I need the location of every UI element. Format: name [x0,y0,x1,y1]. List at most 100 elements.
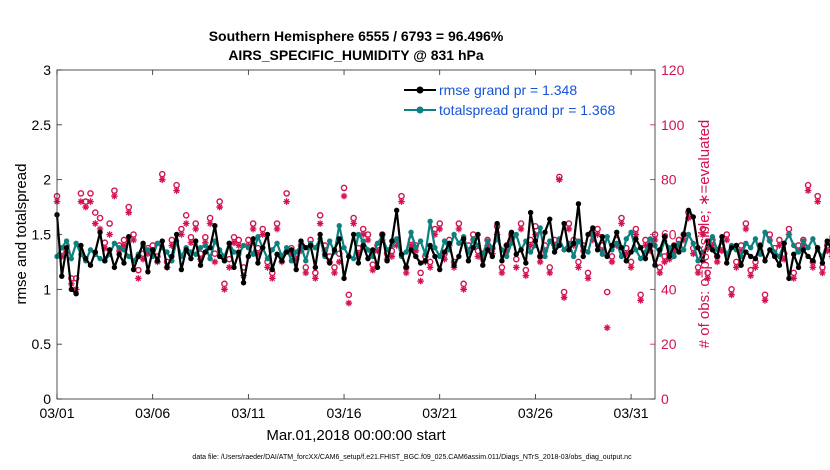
obs-evaluated-point [221,286,228,293]
rmse-point [384,258,390,264]
rmse-point [135,253,142,260]
obs-evaluated-point [388,253,396,260]
y-right-tick-label: 20 [661,336,677,352]
obs-evaluated-point [642,242,649,249]
obs-evaluated-point [178,231,185,238]
totalspread-point [786,231,792,238]
rmse-point [767,247,773,253]
obs-evaluated-point [158,176,166,183]
obs-evaluated-point [225,264,233,271]
obs-evaluated-point [656,269,664,277]
obs-evaluated-point [646,247,654,255]
obs-evaluated-point [302,269,310,277]
obs-evaluated-point [355,250,362,257]
rmse-point [480,262,486,268]
totalspread-point [231,249,237,255]
rmse-point [173,231,180,238]
rmse-point [575,201,582,207]
obs-evaluated-point [426,264,434,271]
obs-evaluated-point [608,258,616,266]
obs-evaluated-point [823,247,830,255]
y-left-tick-label: 1.5 [32,227,52,243]
rmse-point [489,253,496,260]
obs-evaluated-point [594,231,601,238]
obs-evaluated-point [364,236,372,244]
obs-evaluated-point [106,231,113,238]
rmse-point [393,207,400,214]
obs-evaluated-point [460,286,467,293]
series-rmse [54,201,830,297]
rmse-point [570,240,577,246]
y-left-tick-label: 3 [43,62,51,78]
rmse-point [704,238,711,244]
obs-possible-point [345,291,353,299]
rmse-point [159,238,165,244]
totalspread-point [513,231,519,238]
obs-evaluated-point [316,220,324,227]
totalspread-point [456,240,462,246]
obs-evaluated-point [536,258,544,266]
rmse-point [307,242,314,249]
rmse-point [738,262,744,268]
obs-evaluated-point [139,255,147,263]
totalspread-point [350,255,357,262]
obs-evaluated-point [733,264,740,271]
rmse-point [743,249,749,255]
obs-evaluated-point [211,258,219,266]
rmse-point [484,247,491,253]
rmse-point [460,236,467,242]
rmse-point [719,233,725,240]
obs-evaluated-point [742,225,750,233]
x-tick-label: 03/11 [231,405,265,421]
rmse-point [527,209,534,216]
rmse-point [279,258,285,264]
totalspread-point [599,251,606,257]
obs-evaluated-point [637,297,644,304]
rmse-point [149,247,156,253]
obs-evaluated-point [723,236,731,244]
rmse-point [374,264,381,271]
totalspread-point [671,253,677,260]
rmse-point [456,253,462,260]
obs-evaluated-point [603,324,611,332]
obs-evaluated-point [589,236,597,244]
totalspread-point [570,253,577,260]
obs-evaluated-point [283,198,290,205]
rmse-point [685,207,692,214]
obs-evaluated-point [618,220,625,227]
y-axis-left-label: rmse and totalspread [13,164,30,305]
legend: rmse grand pr = 1.348 totalspread grand … [402,77,648,121]
totalspread-point [164,249,170,255]
totalspread-point [484,238,491,244]
rmse-point [116,251,122,257]
obs-evaluated-point [96,225,104,233]
rmse-point [427,242,433,249]
obs-evaluated-point [431,231,439,238]
rmse-point [805,253,811,260]
rmse-point [360,242,366,249]
y-left-tick-label: 2 [43,172,51,188]
obs-evaluated-point [402,269,410,277]
obs-evaluated-point [187,239,195,247]
totalspread-point [527,249,534,255]
totalspread-point [408,229,414,236]
x-tick-label: 03/06 [135,405,170,421]
rmse-point [59,273,65,279]
totalspread-point [145,247,151,253]
rmse-point [68,286,75,293]
rmse-point [695,244,701,251]
rmse-point [111,264,118,271]
totalspread-point [97,255,103,262]
totalspread-point [470,236,476,242]
obs-evaluated-point [436,225,444,233]
rmse-point [317,231,323,238]
rmse-point [78,242,84,249]
totalspread-point [269,247,275,253]
totalspread-point [432,244,438,251]
obs-evaluated-point [699,231,707,238]
footer-data-file: data file: /Users/raeder/DAI/ATM_forcXX/… [192,454,632,461]
rmse-point [800,247,807,253]
y-right-tick-label: 120 [661,62,685,78]
totalspread-point [752,236,759,242]
obs-evaluated-point [737,247,745,255]
